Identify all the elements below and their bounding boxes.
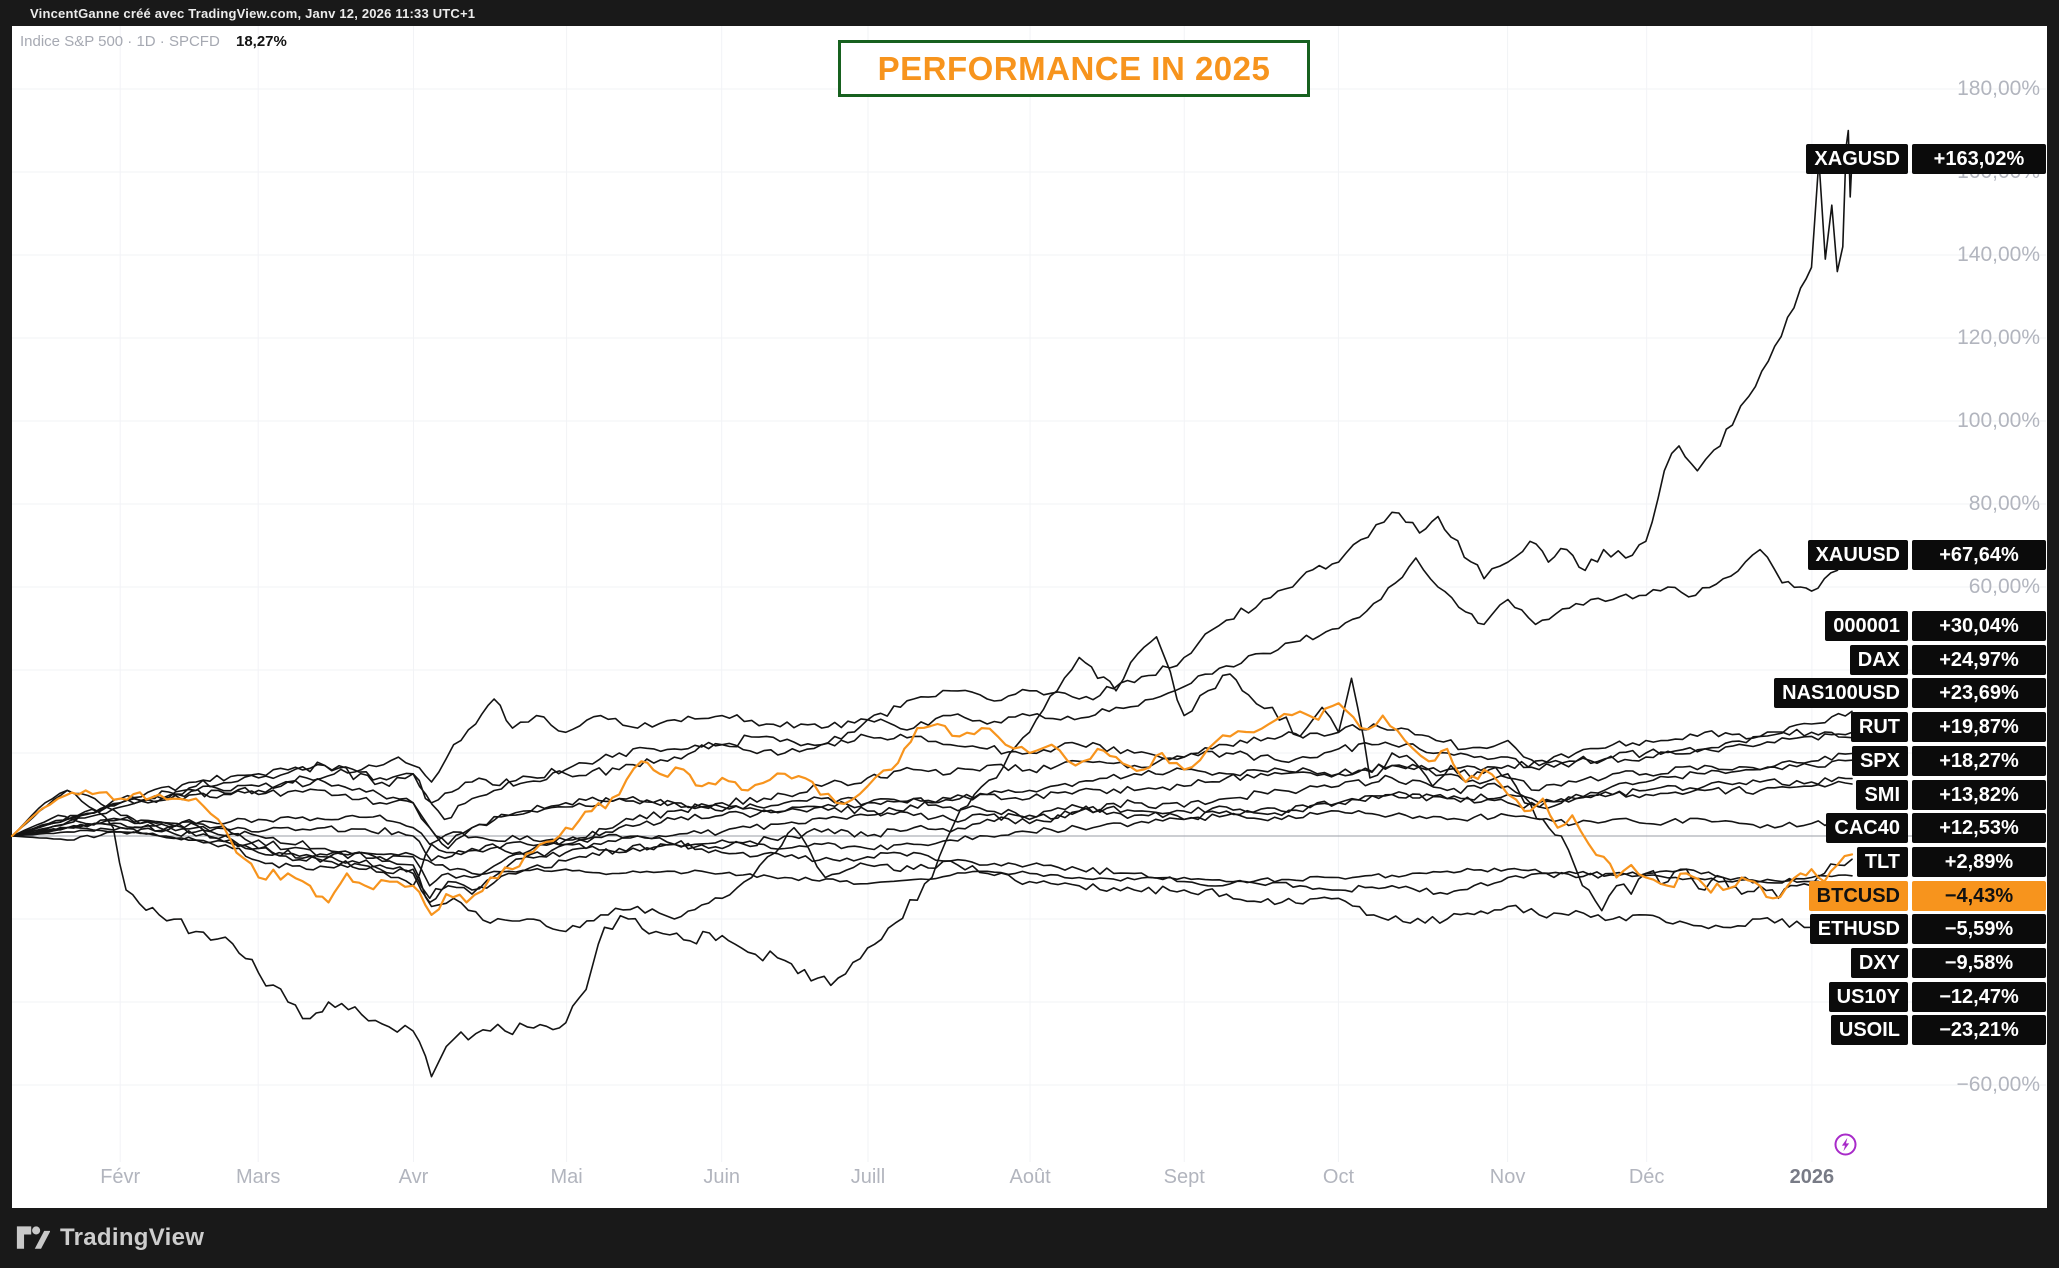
series-line-BTCUSD [10,702,1854,917]
y-axis-tick[interactable]: 80,00% [1968,492,2040,515]
price-label-ticker-DAX[interactable]: DAX [1849,644,1908,675]
x-axis-label-Oct: Oct [1322,1166,1355,1188]
series-line-ETHUSD [11,635,1853,1078]
x-axis-label-Août: Août [1009,1166,1051,1188]
x-axis-label-Juin: Juin [703,1166,741,1188]
price-label-ticker-SPX[interactable]: SPX [1851,745,1908,776]
price-label-ticker-USOIL[interactable]: USOIL [1830,1015,1908,1046]
price-label-ticker-XAUUSD[interactable]: XAUUSD [1807,540,1908,571]
x-axis-label-2026: 2026 [1789,1166,1835,1188]
y-axis-tick[interactable]: −60,00% [1956,1073,2041,1096]
price-label-ticker-SMI[interactable]: SMI [1856,779,1908,810]
x-axis-label-Mars: Mars [235,1166,281,1188]
price-label-value-SPX[interactable]: +18,27% [1912,745,2046,776]
frame-right [2047,26,2059,1208]
price-label-value-US10Y[interactable]: −12,47% [1912,981,2046,1012]
symbol-legend[interactable]: Indice S&P 500 · 1D · SPCFD 18,27% [20,33,287,50]
chart-title-box: PERFORMANCE IN 2025 [838,40,1310,97]
price-label-value-SMI[interactable]: +13,82% [1912,779,2046,810]
price-label-value-DAX[interactable]: +24,97% [1912,644,2046,675]
series-line-CAC40 [11,780,1853,850]
x-axis-label-Mai: Mai [550,1166,583,1188]
x-axis-label-Déc: Déc [1628,1166,1665,1188]
series-line-000001 [11,710,1853,862]
price-label-ticker-XAGUSD[interactable]: XAGUSD [1806,144,1908,175]
price-label-value-RUT[interactable]: +19,87% [1912,712,2046,743]
price-label-value-000001[interactable]: +30,04% [1912,611,2046,641]
tradingview-logo-text: TradingView [60,1224,205,1251]
footer-bar: TradingView [0,1208,2059,1268]
price-label-value-XAUUSD[interactable]: +67,64% [1912,540,2046,571]
tradingview-logo[interactable]: TradingView [16,1224,204,1252]
y-axis-tick[interactable]: 140,00% [1957,243,2040,266]
price-label-ticker-TLT[interactable]: TLT [1856,846,1908,877]
price-label-ticker-000001[interactable]: 000001 [1825,611,1908,641]
frame-left [0,26,12,1208]
price-label-ticker-BTCUSD[interactable]: BTCUSD [1808,880,1908,911]
series-line-XAGUSD [11,129,1853,837]
price-label-value-TLT[interactable]: +2,89% [1912,846,2046,877]
x-axis-label-Nov: Nov [1489,1166,1526,1188]
attribution-text: VincentGanne créé avec TradingView.com, … [30,5,476,21]
price-label-value-BTCUSD[interactable]: −4,43% [1912,880,2046,911]
price-label-value-DXY[interactable]: −9,58% [1912,948,2046,978]
symbol-description: Indice S&P 500 · 1D · SPCFD [20,33,220,50]
price-label-ticker-NAS100USD[interactable]: NAS100USD [1774,678,1908,709]
price-label-value-XAGUSD[interactable]: +163,02% [1912,144,2046,175]
price-label-value-USOIL[interactable]: −23,21% [1912,1015,2046,1046]
price-label-value-CAC40[interactable]: +12,53% [1912,813,2046,844]
series-line-SPX [11,759,1853,887]
y-axis-tick[interactable]: 60,00% [1968,575,2040,598]
price-label-value-NAS100USD[interactable]: +23,69% [1912,678,2046,709]
price-label-ticker-RUT[interactable]: RUT [1850,712,1908,743]
series-line-DAX [11,731,1853,837]
attribution-bar: VincentGanne créé avec TradingView.com, … [0,0,2059,26]
series-line-US10Y [11,814,1853,896]
price-label-ticker-ETHUSD[interactable]: ETHUSD [1809,914,1908,945]
y-axis-tick[interactable]: 120,00% [1957,326,2040,349]
series-line-NAS100USD [11,723,1853,900]
x-axis-label-Avr: Avr [398,1166,429,1188]
tradingview-logo-icon [16,1225,50,1249]
price-label-ticker-US10Y[interactable]: US10Y [1828,981,1908,1012]
x-axis-label-Sept: Sept [1163,1166,1205,1188]
symbol-change-value: 18,27% [235,33,287,50]
y-axis-tick[interactable]: 100,00% [1957,409,2040,432]
x-axis-label-Juill: Juill [850,1166,886,1188]
series-line-TLT [11,809,1853,854]
price-label-ticker-CAC40[interactable]: CAC40 [1826,813,1908,844]
x-axis-label-Févr: Févr [100,1166,141,1188]
series-line-XAUUSD [11,548,1853,837]
chart-title: PERFORMANCE IN 2025 [877,49,1271,87]
lightning-badge-icon[interactable] [1834,1133,1857,1156]
price-label-value-ETHUSD[interactable]: −5,59% [1912,914,2046,945]
series-line-SMI [11,776,1853,846]
price-label-ticker-DXY[interactable]: DXY [1850,948,1908,978]
series-line-USOIL [11,789,1853,934]
y-axis-tick[interactable]: 180,00% [1957,77,2040,100]
